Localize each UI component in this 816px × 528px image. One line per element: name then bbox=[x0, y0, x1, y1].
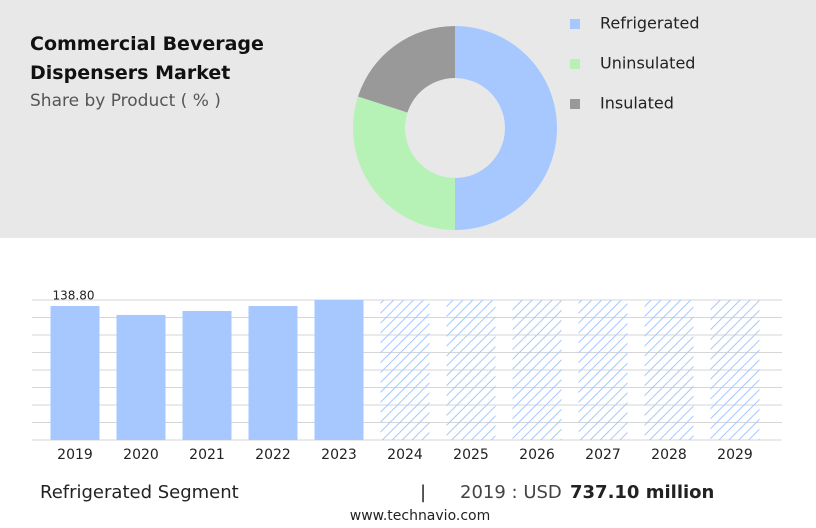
legend-label: Refrigerated bbox=[600, 14, 700, 33]
chart-title: Commercial Beverage Dispensers Market bbox=[30, 33, 264, 84]
donut-slice bbox=[357, 26, 455, 113]
forecast-bar bbox=[446, 300, 496, 440]
forecast-bar bbox=[644, 300, 694, 440]
legend-label: Uninsulated bbox=[600, 54, 695, 73]
legend-swatch bbox=[570, 19, 580, 29]
value-label: 138.80 bbox=[53, 288, 95, 302]
x-tick-label: 2022 bbox=[255, 447, 291, 463]
forecast-bar bbox=[512, 300, 562, 440]
legend-label: Insulated bbox=[600, 94, 674, 113]
forecast-bar bbox=[710, 300, 760, 440]
bar bbox=[314, 300, 364, 440]
year-label: 2019 : USD bbox=[460, 482, 562, 503]
bar bbox=[50, 305, 100, 440]
forecast-bar bbox=[380, 300, 430, 440]
bar bbox=[248, 305, 298, 440]
separator: | bbox=[420, 482, 427, 503]
donut-slice bbox=[353, 96, 455, 230]
x-tick-label: 2026 bbox=[519, 447, 555, 463]
bar bbox=[116, 314, 166, 440]
x-tick-label: 2019 bbox=[57, 447, 93, 463]
segment-label: Refrigerated Segment bbox=[40, 482, 239, 503]
x-tick-label: 2025 bbox=[453, 447, 489, 463]
bar bbox=[182, 311, 232, 440]
donut-slice bbox=[455, 26, 557, 230]
legend-swatch bbox=[570, 59, 580, 69]
legend-swatch bbox=[570, 99, 580, 109]
x-tick-label: 2029 bbox=[717, 447, 753, 463]
amount: 737.10 million bbox=[570, 482, 715, 503]
x-tick-label: 2028 bbox=[651, 447, 687, 463]
x-tick-label: 2021 bbox=[189, 447, 225, 463]
source: www.technavio.com bbox=[349, 508, 491, 524]
x-tick-label: 2020 bbox=[123, 447, 159, 463]
chart-subtitle: Share by Product ( % ) bbox=[30, 91, 221, 111]
x-tick-label: 2027 bbox=[585, 447, 621, 463]
x-tick-label: 2024 bbox=[387, 447, 423, 463]
x-tick-label: 2023 bbox=[321, 447, 357, 463]
forecast-bar bbox=[578, 300, 628, 440]
